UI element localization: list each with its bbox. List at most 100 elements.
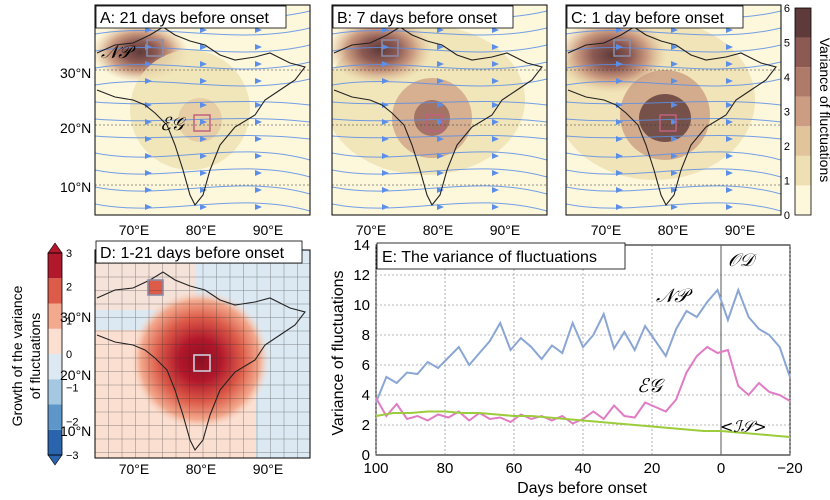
streamline-arrow: [437, 153, 444, 159]
panel-a-lat-20: 20°N: [60, 120, 91, 136]
panel-a-frame: [94, 4, 311, 216]
streamline-arrow: [255, 187, 262, 193]
growth-colorbar-tick: 0: [66, 349, 72, 361]
streamline-arrow: [616, 119, 623, 125]
streamline-arrow: [616, 27, 623, 33]
streamline: [95, 44, 310, 53]
panel-d-title-box: [95, 240, 303, 264]
panel-a-lon-70: 70°E: [119, 222, 150, 238]
streamline-arrow: [145, 61, 152, 67]
streamline-arrow: [726, 119, 733, 125]
streamline-arrow: [382, 44, 389, 50]
variance-colorbar-segment: [795, 96, 811, 127]
variance-colorbar-frame: [794, 7, 812, 216]
streamline-arrow: [726, 102, 733, 108]
streamline-arrow: [616, 61, 623, 67]
panel-e-title: E: The variance of fluctuations: [382, 249, 597, 266]
streamline-arrow: [382, 78, 389, 84]
streamline-arrow: [200, 102, 207, 108]
series-line-2: [375, 410, 791, 438]
streamline: [566, 27, 781, 36]
panel-a-lat-30: 30°N: [60, 65, 91, 81]
panel-b-title-box: [332, 5, 514, 29]
variance-colorbar-tick: 5: [784, 38, 790, 50]
variance-colorbar-segment: [795, 37, 811, 68]
growth-colorbar: 3 2 1 0 −1 −2 −3: [47, 242, 79, 466]
streamline-arrow: [200, 187, 207, 193]
streamline-arrow: [200, 27, 207, 33]
panel-a-streamlines: [95, 10, 310, 212]
streamline-arrow: [492, 78, 499, 84]
growth-colorbar-frame: [47, 252, 63, 456]
streamline-arrow: [726, 44, 733, 50]
streamline-arrow: [200, 170, 207, 176]
streamline-arrow: [492, 170, 499, 176]
x-tick-label: 20: [644, 460, 661, 477]
panel-c-title-box: [566, 5, 744, 29]
growth-colorbar-label-1: Growth of the variance: [9, 285, 25, 426]
streamline-arrow: [200, 136, 207, 142]
panel-d-lon-80: 80°E: [186, 461, 217, 477]
streamline-arrow: [200, 78, 207, 84]
panel-e-ylabel: Variance of fluctuations: [330, 270, 347, 435]
streamline-arrow: [437, 78, 444, 84]
streamline-arrow: [382, 153, 389, 159]
streamline-arrow: [726, 187, 733, 193]
panel-e-eg-label: ℰ𝒢: [637, 375, 666, 397]
panel-b-lon-90: 90°E: [490, 222, 521, 238]
panel-a-eg-label: ℰ𝒢: [160, 114, 187, 135]
panel-c-coastline: [567, 26, 777, 207]
streamline-arrow: [616, 170, 623, 176]
streamline-arrow: [200, 44, 207, 50]
panel-b-coastline: [333, 26, 543, 207]
streamline-arrow: [255, 61, 262, 67]
panel-c: [566, 5, 781, 215]
growth-colorbar-tick: −2: [66, 416, 79, 428]
streamline-arrow: [255, 102, 262, 108]
streamline-arrow: [671, 204, 678, 210]
variance-colorbar-tick: 0: [784, 210, 790, 222]
streamline-arrow: [616, 78, 623, 84]
streamline-arrow: [437, 44, 444, 50]
panel-d-np-hotspot: [148, 280, 163, 295]
panel-c-np-box: [613, 39, 631, 57]
streamline-arrow: [200, 61, 207, 67]
streamline-arrow: [145, 136, 152, 142]
streamline-arrow: [492, 187, 499, 193]
panel-b-eg-box: [425, 114, 443, 132]
panel-d-lat-10: 10°N: [60, 423, 91, 439]
streamline-arrow: [726, 61, 733, 67]
panel-a-np-label: 𝒩𝒫: [101, 42, 136, 63]
variance-colorbar-segment: [795, 126, 811, 156]
streamline-arrow: [437, 136, 444, 142]
x-tick-label: −20: [777, 460, 802, 477]
panel-c-eg-box: [659, 114, 677, 132]
panel-b-lon-80: 80°E: [423, 222, 454, 238]
growth-colorbar-segment: [48, 379, 62, 405]
growth-colorbar-segment: [48, 404, 62, 430]
variance-colorbar-tick: 2: [784, 141, 790, 153]
panel-e-title-box: [376, 242, 626, 270]
streamline-arrow: [255, 170, 262, 176]
streamline-arrow: [437, 61, 444, 67]
streamline-arrow: [492, 204, 499, 210]
panel-b-lon-70: 70°E: [356, 222, 387, 238]
panel-d-title: D: 1-21 days before onset: [100, 245, 285, 262]
growth-colorbar-segment: [48, 303, 62, 329]
streamline: [566, 78, 781, 87]
panel-a-title-box: [95, 5, 287, 29]
streamline-arrow: [382, 204, 389, 210]
streamline-arrow: [255, 44, 262, 50]
panel-d-grid: [95, 250, 310, 458]
panel-c-lon-90: 90°E: [725, 222, 756, 238]
y-tick-label: 14: [353, 237, 370, 254]
growth-colorbar-tick: 2: [66, 282, 72, 294]
streamline-arrow: [726, 170, 733, 176]
streamline-arrow: [145, 153, 152, 159]
streamline-arrow: [671, 102, 678, 108]
panel-d-lon-90: 90°E: [253, 461, 284, 477]
streamline-arrow: [382, 187, 389, 193]
x-tick-label: 60: [506, 460, 523, 477]
streamline-arrow: [145, 187, 152, 193]
y-tick-label: 12: [353, 267, 370, 284]
